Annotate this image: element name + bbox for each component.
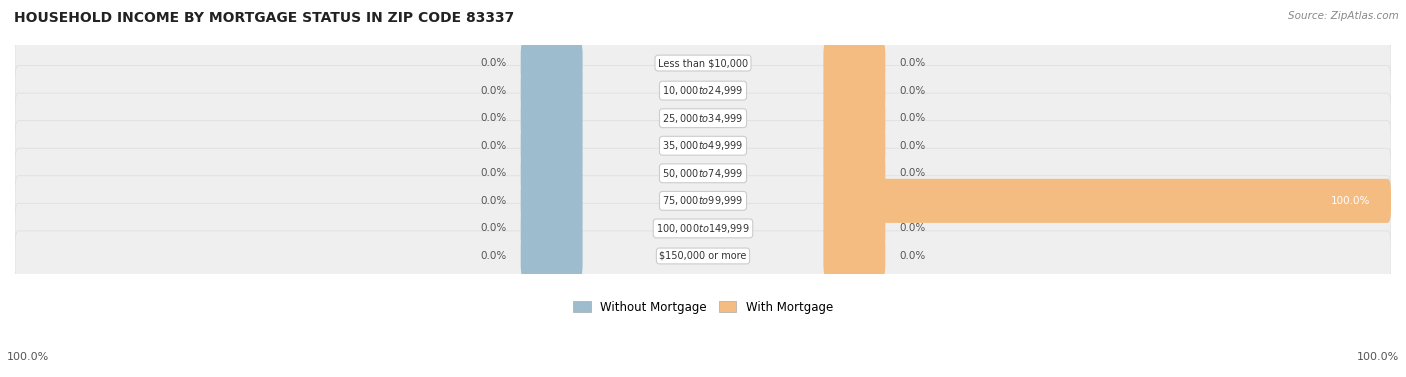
FancyBboxPatch shape (824, 96, 886, 140)
Text: 0.0%: 0.0% (898, 141, 925, 151)
Text: Source: ZipAtlas.com: Source: ZipAtlas.com (1288, 11, 1399, 21)
FancyBboxPatch shape (824, 69, 886, 113)
FancyBboxPatch shape (824, 124, 886, 168)
Text: Less than $10,000: Less than $10,000 (658, 58, 748, 68)
Text: 0.0%: 0.0% (898, 224, 925, 233)
FancyBboxPatch shape (15, 93, 1391, 143)
Text: $25,000 to $34,999: $25,000 to $34,999 (662, 112, 744, 125)
FancyBboxPatch shape (520, 234, 582, 278)
FancyBboxPatch shape (520, 179, 582, 223)
Text: 0.0%: 0.0% (898, 113, 925, 123)
FancyBboxPatch shape (520, 206, 582, 250)
Text: 0.0%: 0.0% (898, 58, 925, 68)
Text: $35,000 to $49,999: $35,000 to $49,999 (662, 139, 744, 152)
Text: 0.0%: 0.0% (481, 224, 508, 233)
Text: 100.0%: 100.0% (7, 352, 49, 362)
Text: 0.0%: 0.0% (481, 58, 508, 68)
FancyBboxPatch shape (520, 41, 582, 85)
Legend: Without Mortgage, With Mortgage: Without Mortgage, With Mortgage (568, 296, 838, 318)
FancyBboxPatch shape (15, 148, 1391, 198)
Text: $100,000 to $149,999: $100,000 to $149,999 (657, 222, 749, 235)
FancyBboxPatch shape (824, 179, 1391, 223)
FancyBboxPatch shape (824, 206, 886, 250)
Text: HOUSEHOLD INCOME BY MORTGAGE STATUS IN ZIP CODE 83337: HOUSEHOLD INCOME BY MORTGAGE STATUS IN Z… (14, 11, 515, 25)
Text: 0.0%: 0.0% (898, 86, 925, 96)
Text: 0.0%: 0.0% (481, 251, 508, 261)
Text: 100.0%: 100.0% (1357, 352, 1399, 362)
FancyBboxPatch shape (520, 96, 582, 140)
Text: 0.0%: 0.0% (481, 196, 508, 206)
Text: 0.0%: 0.0% (898, 168, 925, 178)
FancyBboxPatch shape (15, 176, 1391, 226)
FancyBboxPatch shape (824, 41, 886, 85)
FancyBboxPatch shape (824, 151, 886, 195)
Text: 0.0%: 0.0% (481, 86, 508, 96)
Text: 0.0%: 0.0% (481, 141, 508, 151)
Text: $150,000 or more: $150,000 or more (659, 251, 747, 261)
FancyBboxPatch shape (15, 203, 1391, 253)
FancyBboxPatch shape (15, 231, 1391, 281)
FancyBboxPatch shape (824, 234, 886, 278)
FancyBboxPatch shape (520, 151, 582, 195)
Text: 100.0%: 100.0% (1331, 196, 1371, 206)
FancyBboxPatch shape (15, 121, 1391, 171)
FancyBboxPatch shape (15, 66, 1391, 116)
Text: $75,000 to $99,999: $75,000 to $99,999 (662, 195, 744, 207)
Text: 0.0%: 0.0% (481, 168, 508, 178)
FancyBboxPatch shape (15, 38, 1391, 88)
FancyBboxPatch shape (520, 69, 582, 113)
Text: $10,000 to $24,999: $10,000 to $24,999 (662, 84, 744, 97)
Text: 0.0%: 0.0% (481, 113, 508, 123)
Text: $50,000 to $74,999: $50,000 to $74,999 (662, 167, 744, 180)
FancyBboxPatch shape (520, 124, 582, 168)
Text: 0.0%: 0.0% (898, 251, 925, 261)
